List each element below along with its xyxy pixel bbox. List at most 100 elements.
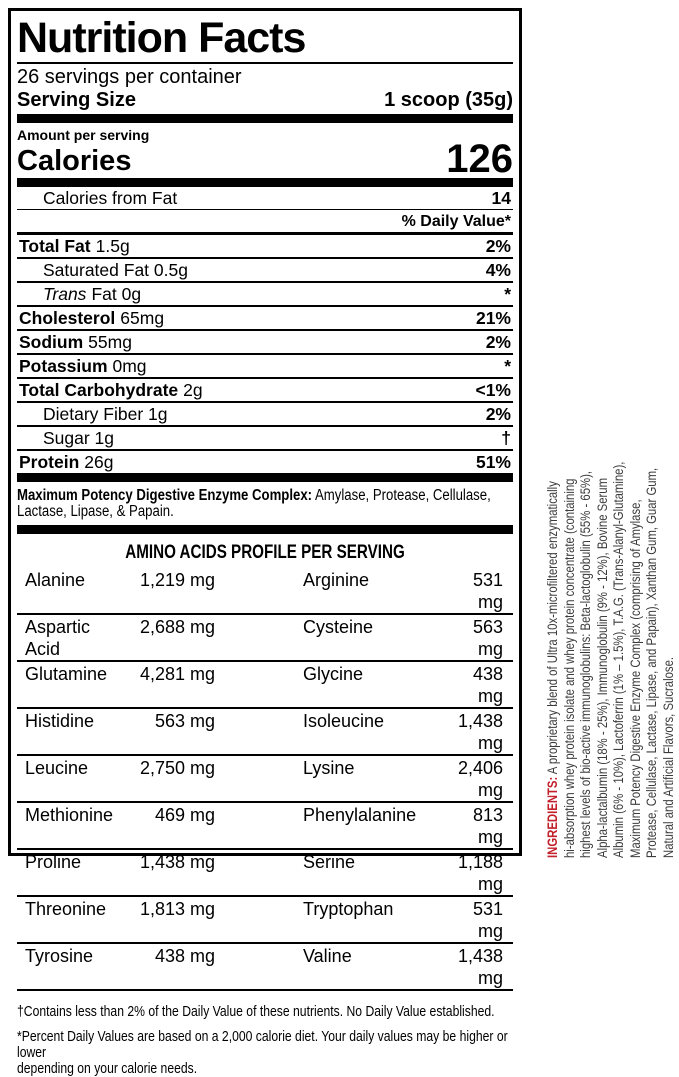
ingredients-label: INGREDIENTS: — [545, 776, 560, 858]
nutrient-dv: 2% — [485, 404, 511, 424]
divider-thick — [17, 178, 513, 187]
nutrient-row-potassium: Potassium 0mg * — [17, 355, 513, 379]
nutrient-name: Potassium 0mg — [19, 356, 147, 377]
divider-thin — [17, 62, 513, 64]
nutrient-dv: <1% — [475, 380, 511, 400]
divider-thick — [17, 525, 513, 534]
serving-size-value: 1 scoop (35g) — [384, 89, 513, 111]
amino-name: Serine — [303, 852, 356, 872]
daily-value-header-row: % Daily Value* — [17, 210, 513, 235]
nutrient-dv: 2% — [485, 236, 511, 256]
nutrient-dv: 4% — [485, 260, 511, 280]
nutrient-row-cholesterol: Cholesterol 65mg 21% — [17, 307, 513, 331]
amino-row: Methionine 469 mg Phenylalanine 813 mg — [17, 803, 513, 850]
nutrient-amount: 26g — [84, 452, 114, 472]
amino-value: 1,813 mg — [139, 899, 215, 919]
nutrient-name-bold: Protein — [19, 452, 80, 472]
nutrient-row-total-carbohydrate: Total Carbohydrate 2g <1% — [17, 379, 513, 403]
amino-value: 4,281 mg — [139, 664, 215, 684]
amino-value: 2,406 mg — [457, 758, 503, 800]
nutrient-dv: 21% — [475, 308, 511, 328]
amino-row: Threonine 1,813 mg Tryptophan 531 mg — [17, 897, 513, 944]
amino-name: Threonine — [25, 899, 107, 919]
nutrient-row-sodium: Sodium 55mg 2% — [17, 331, 513, 355]
amino-name: Isoleucine — [303, 711, 385, 731]
nutrient-row-total-fat: Total Fat 1.5g 2% — [17, 235, 513, 259]
amount-per-serving-label: Amount per serving — [17, 127, 150, 143]
nutrient-name: Trans Fat 0g — [19, 284, 141, 305]
enzyme-complex-title: Maximum Potency Digestive Enzyme Complex… — [17, 487, 313, 504]
serving-size-label: Serving Size — [17, 89, 136, 111]
amino-row: Tyrosine 438 mg Valine 1,438 mg — [17, 944, 513, 991]
amino-value: 531 mg — [472, 570, 503, 612]
ingredients-body: A proprietary blend of Ultra 10x-microfi… — [545, 461, 676, 858]
amino-value: 1,188 mg — [457, 852, 503, 894]
amino-name: Leucine — [25, 758, 89, 778]
amino-value: 531 mg — [472, 899, 503, 941]
ingredients-vertical-text: INGREDIENTS: A proprietary blend of Ultr… — [545, 413, 677, 858]
nutrient-name-italic: Trans — [43, 284, 87, 304]
amino-acids-header: AMINO ACIDS PROFILE PER SERVING — [125, 542, 405, 563]
enzyme-complex-list: Amylase, Protease, Cellulase, Lactase, L… — [17, 487, 491, 520]
amino-value: 438 mg — [472, 664, 503, 706]
amino-name: Methionine — [25, 805, 114, 825]
serving-size-row: Serving Size 1 scoop (35g) — [17, 89, 513, 111]
nutrient-amount: 2g — [183, 380, 203, 400]
amino-name: Tryptophan — [303, 899, 394, 919]
amino-value: 438 mg — [154, 946, 215, 966]
amino-row: Aspartic Acid 2,688 mg Cysteine 563 mg — [17, 615, 513, 662]
amino-value: 2,750 mg — [139, 758, 215, 778]
amino-row: Leucine 2,750 mg Lysine 2,406 mg — [17, 756, 513, 803]
nutrient-amount: Fat 0g — [91, 284, 142, 304]
nutrient-dv: * — [504, 356, 511, 376]
nutrient-row-dietary-fiber: Dietary Fiber 1g 2% — [17, 403, 513, 427]
calories-from-fat-value: 14 — [491, 188, 511, 208]
nutrient-name: Total Carbohydrate 2g — [19, 380, 203, 401]
calories-from-fat-label: Calories from Fat — [43, 188, 178, 208]
amino-row: Glutamine 4,281 mg Glycine 438 mg — [17, 662, 513, 709]
panel-title: Nutrition Facts — [17, 14, 306, 62]
calories-value: 126 — [446, 137, 513, 181]
nutrient-name-bold: Sodium — [19, 332, 84, 352]
nutrient-name-bold: Potassium — [19, 356, 108, 376]
amino-name: Phenylalanine — [303, 805, 417, 825]
amino-value: 563 mg — [472, 617, 503, 659]
nutrient-name: Protein 26g — [19, 452, 114, 473]
amino-value: 1,219 mg — [139, 570, 215, 590]
nutrition-facts-panel: Nutrition Facts 26 servings per containe… — [8, 8, 522, 1077]
enzyme-complex-note: Maximum Potency Digestive Enzyme Complex… — [17, 488, 527, 520]
amino-value: 2,688 mg — [139, 617, 215, 637]
nutrient-row-trans-fat: Trans Fat 0g * — [17, 283, 513, 307]
amino-name: Lysine — [303, 758, 355, 778]
nutrient-name: Sugar 1g — [43, 428, 115, 448]
nutrient-name: Saturated Fat 0.5g — [43, 260, 188, 280]
nutrient-dv: 2% — [485, 332, 511, 352]
amino-name: Tyrosine — [25, 946, 94, 966]
amino-row: Proline 1,438 mg Serine 1,188 mg — [17, 850, 513, 897]
amino-value: 563 mg — [154, 711, 215, 731]
servings-per-container: 26 servings per container — [17, 66, 242, 88]
nutrient-dv: * — [504, 284, 511, 304]
amino-name: Valine — [303, 946, 352, 966]
nutrient-row-protein: Protein 26g 51% — [17, 451, 513, 473]
nutrient-amount: 1.5g — [95, 236, 130, 256]
nutrient-row-sugar: Sugar 1g † — [17, 427, 513, 451]
amino-name: Histidine — [25, 711, 95, 731]
calories-label: Calories — [17, 145, 132, 177]
daily-value-header: % Daily Value* — [401, 213, 511, 230]
amino-value: 1,438 mg — [457, 946, 503, 988]
nutrient-dv: 51% — [475, 452, 511, 472]
nutrient-name: Dietary Fiber 1g — [43, 404, 168, 424]
nutrient-amount: 65mg — [120, 308, 165, 328]
amino-value: 469 mg — [154, 805, 215, 825]
amino-acids-table: Alanine 1,219 mg Arginine 531 mg Aspartic A… — [17, 568, 513, 991]
divider-thick — [17, 114, 513, 123]
amino-name: Glutamine — [25, 664, 108, 684]
nutrient-name-bold: Total Fat — [19, 236, 91, 256]
calories-from-fat-row: Calories from Fat 14 — [17, 187, 513, 210]
nutrient-name: Total Fat 1.5g — [19, 236, 130, 257]
amino-name: Arginine — [303, 570, 370, 590]
footnote-dagger: †Contains less than 2% of the Daily Valu… — [17, 1004, 495, 1020]
amino-name: Cysteine — [303, 617, 374, 637]
nutrient-name: Sodium 55mg — [19, 332, 132, 353]
